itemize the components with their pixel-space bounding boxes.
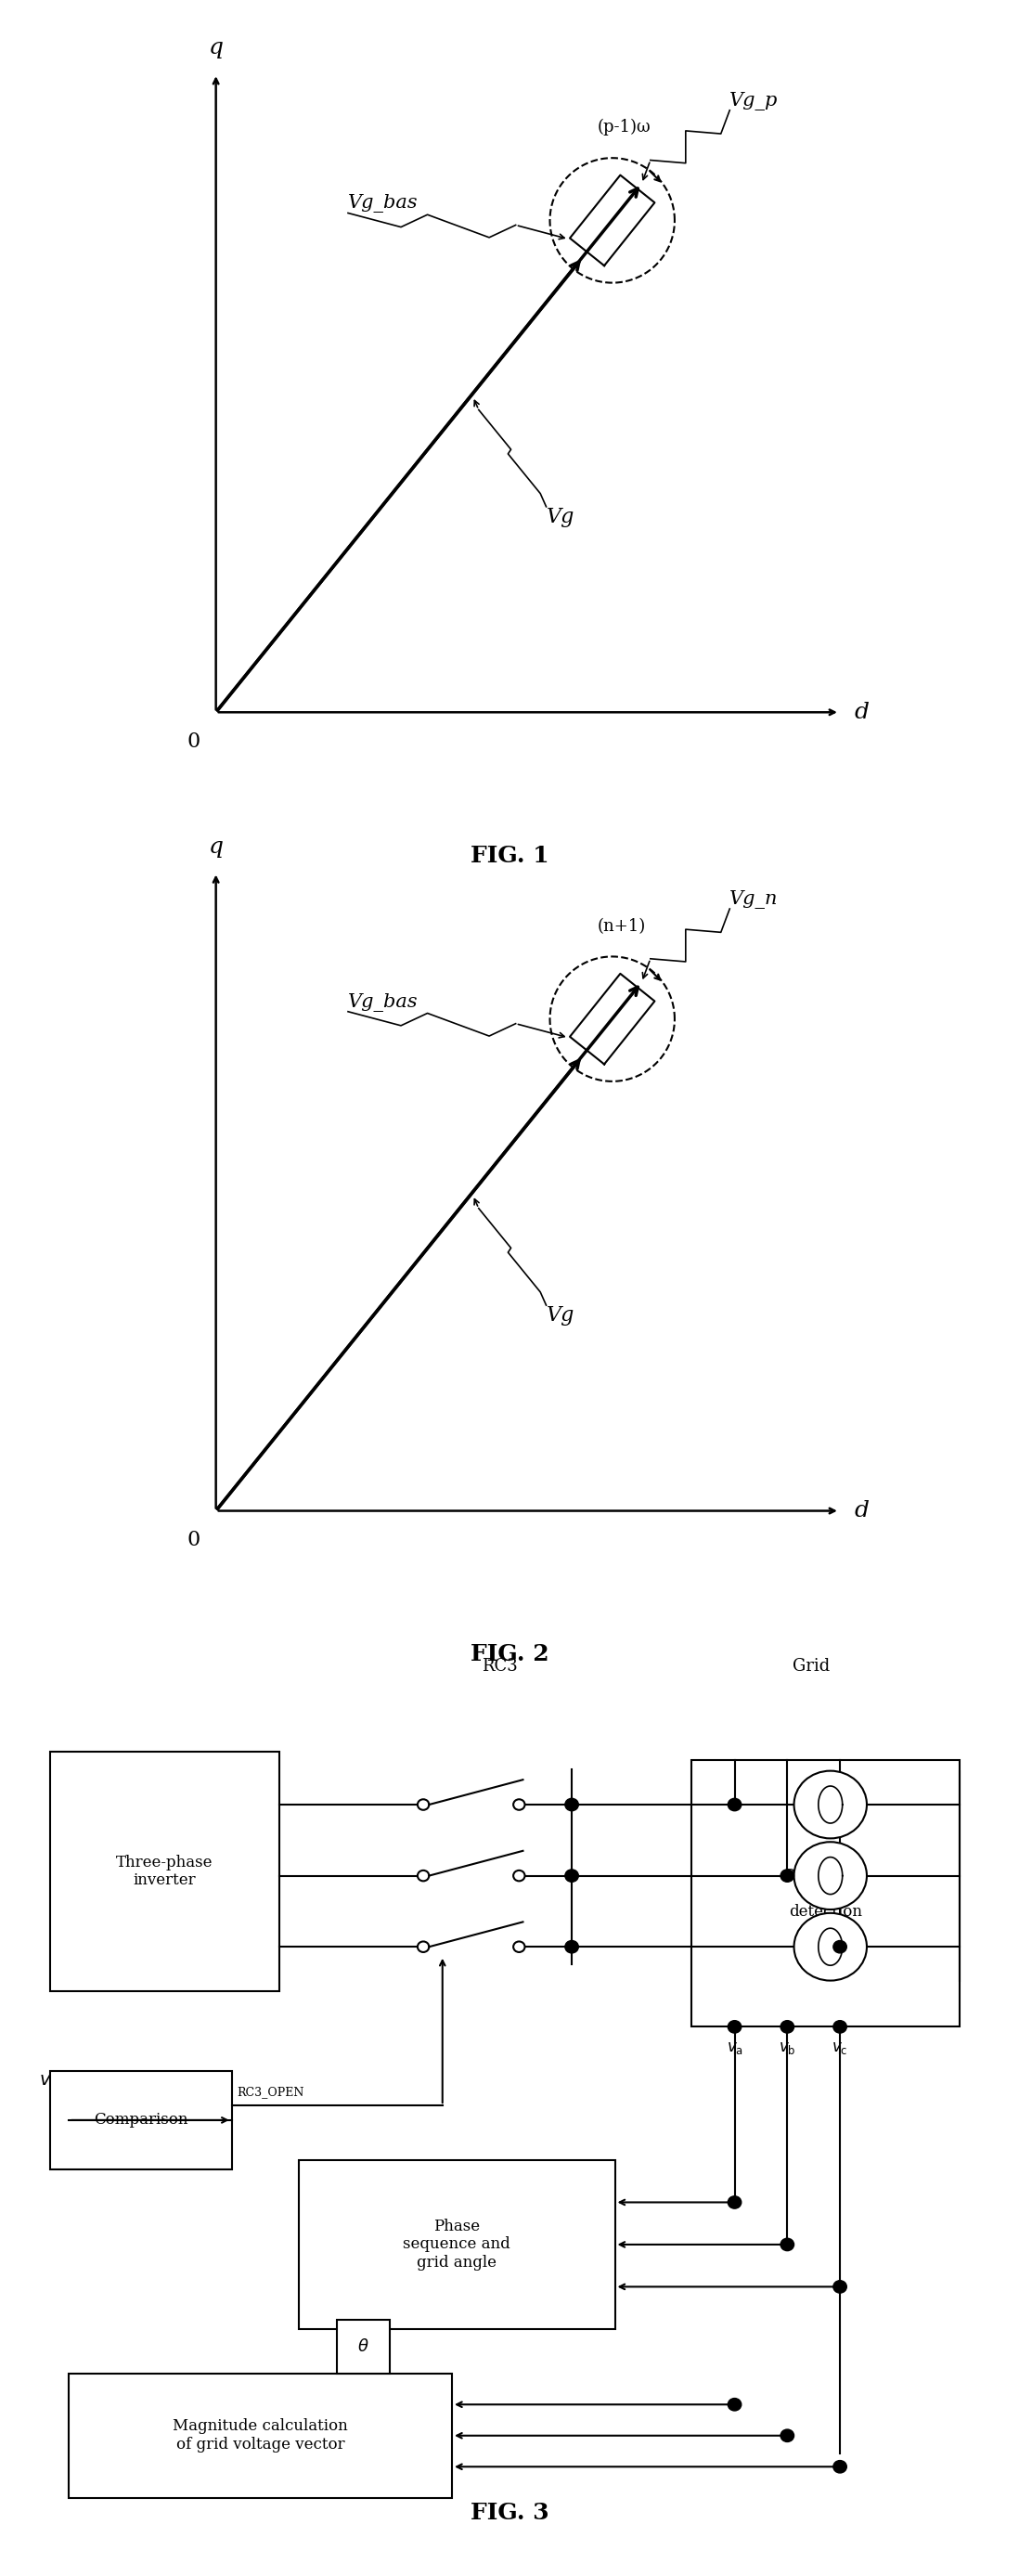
Text: RC3: RC3 — [482, 1659, 518, 1674]
Circle shape — [834, 1940, 847, 1953]
Text: 0: 0 — [187, 732, 201, 752]
Text: q: q — [209, 39, 223, 59]
Circle shape — [781, 2239, 794, 2251]
Circle shape — [566, 1798, 579, 1811]
Circle shape — [781, 2020, 794, 2032]
Circle shape — [514, 1798, 525, 1811]
Text: (p-1)ω: (p-1)ω — [597, 118, 651, 137]
Circle shape — [728, 1798, 741, 1811]
Text: q: q — [209, 837, 223, 858]
Text: Vg_p: Vg_p — [730, 93, 779, 111]
Circle shape — [781, 1870, 794, 1883]
Text: $v$: $v$ — [39, 2071, 51, 2089]
Circle shape — [728, 2197, 741, 2208]
Text: 0: 0 — [187, 1530, 201, 1551]
Text: Vg_n: Vg_n — [730, 891, 779, 909]
Circle shape — [418, 1798, 429, 1811]
Text: Three-phase
inverter: Three-phase inverter — [116, 1855, 213, 1888]
Circle shape — [566, 1940, 579, 1953]
Text: $v_{\mathrm{a}}$: $v_{\mathrm{a}}$ — [727, 2040, 743, 2056]
Text: Vg_bas: Vg_bas — [348, 992, 418, 1012]
Circle shape — [794, 1842, 867, 1909]
Circle shape — [834, 2020, 847, 2032]
Text: Vg: Vg — [546, 1306, 575, 1327]
Text: Phase
sequence and
grid angle: Phase sequence and grid angle — [404, 2218, 511, 2269]
Circle shape — [514, 1870, 525, 1880]
Circle shape — [566, 1870, 579, 1883]
Text: FIG. 1: FIG. 1 — [470, 845, 549, 866]
Text: Grid: Grid — [793, 1659, 829, 1674]
Bar — [50, 2071, 231, 2169]
Text: Grid phase
voltage
detection: Grid phase voltage detection — [783, 1868, 868, 1919]
Circle shape — [514, 1942, 525, 1953]
Text: Magnitude calculation
of grid voltage vector: Magnitude calculation of grid voltage ve… — [173, 2419, 348, 2452]
Text: $v_{\mathrm{b}}$: $v_{\mathrm{b}}$ — [779, 2040, 796, 2056]
Text: RC3_OPEN: RC3_OPEN — [236, 2087, 304, 2099]
Text: (n+1): (n+1) — [597, 917, 646, 935]
Text: $\theta$: $\theta$ — [358, 2339, 369, 2354]
Text: Vg_bas: Vg_bas — [348, 193, 418, 214]
Text: $v_{\mathrm{c}}$: $v_{\mathrm{c}}$ — [832, 2040, 848, 2056]
Bar — [69, 2372, 452, 2499]
Text: Vg: Vg — [546, 507, 575, 528]
Text: d: d — [855, 1499, 869, 1522]
Text: Comparison: Comparison — [94, 2112, 187, 2128]
Text: FIG. 3: FIG. 3 — [470, 2501, 549, 2524]
Circle shape — [728, 2020, 741, 2032]
Text: d: d — [855, 701, 869, 724]
Circle shape — [418, 1942, 429, 1953]
Bar — [50, 1752, 279, 1991]
Circle shape — [794, 1914, 867, 1981]
Circle shape — [834, 2280, 847, 2293]
Circle shape — [781, 2429, 794, 2442]
Text: FIG. 2: FIG. 2 — [470, 1643, 549, 1664]
Circle shape — [834, 2460, 847, 2473]
Circle shape — [728, 2398, 741, 2411]
Bar — [299, 2161, 614, 2329]
Circle shape — [794, 1770, 867, 1839]
Circle shape — [418, 1870, 429, 1880]
Bar — [336, 2321, 389, 2372]
Bar — [692, 1759, 960, 2027]
